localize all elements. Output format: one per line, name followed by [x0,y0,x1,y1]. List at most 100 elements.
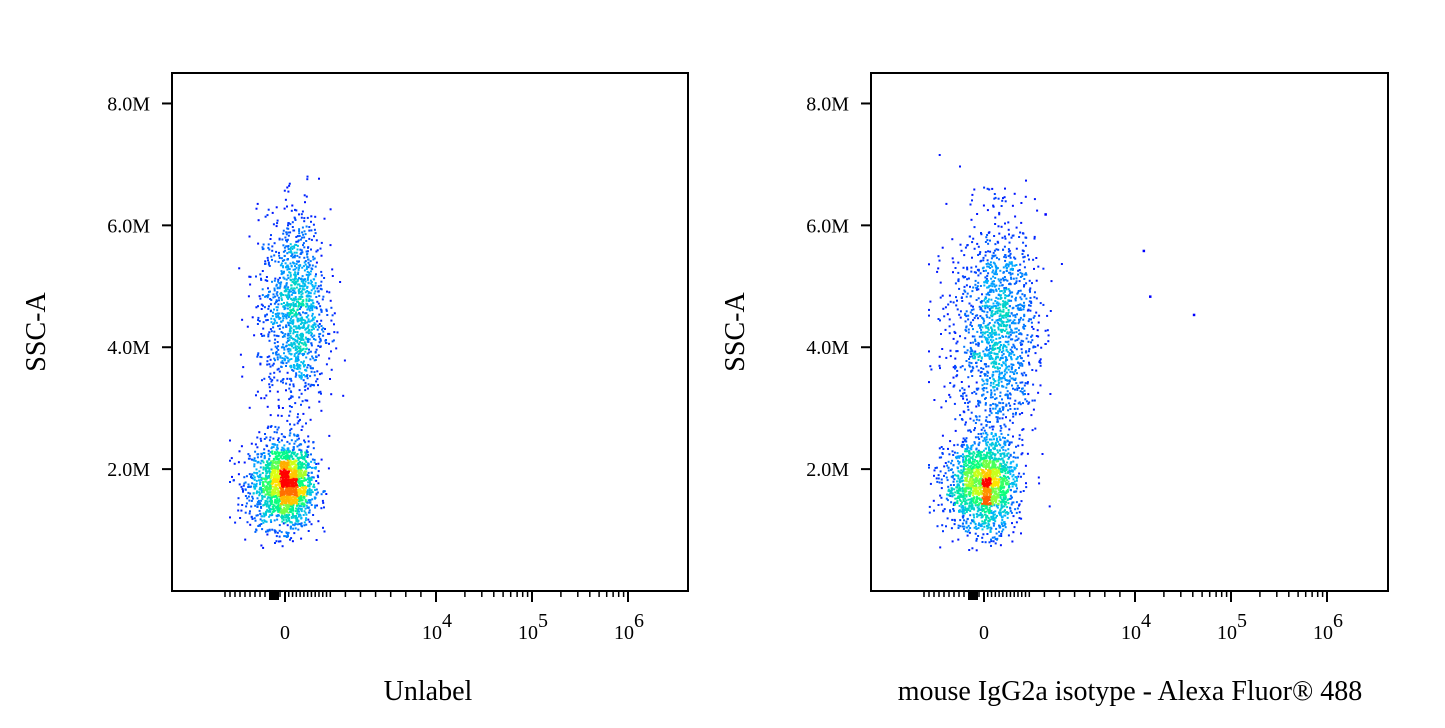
event-dot [268,249,270,251]
event-dot [312,491,314,493]
event-dot [988,447,990,449]
event-dot [960,511,962,513]
event-dot [303,379,305,381]
event-dot [277,341,279,343]
event-dot [984,514,986,516]
event-dot [967,535,969,537]
event-dot [1007,448,1009,450]
event-dot [992,447,994,449]
event-dot [315,285,317,287]
event-dot [967,476,969,478]
event-dot [297,422,299,424]
event-dot [313,235,315,237]
event-dot [1015,467,1017,469]
event-dot [296,439,298,441]
event-dot [960,495,962,497]
event-dot [241,504,243,506]
event-dot [940,470,942,472]
event-dot [988,527,990,529]
event-dot [314,462,316,464]
event-dot [970,500,972,502]
event-dot [940,497,942,499]
event-dot [300,538,302,540]
event-dot [966,450,968,452]
event-dot [287,348,289,350]
event-dot [307,282,309,284]
event-dot [965,522,967,524]
event-dot [278,399,280,401]
event-dot [285,452,287,454]
event-dot [320,271,322,273]
event-dot [272,312,274,314]
event-dot [982,533,984,535]
event-dot [242,366,244,368]
event-dot [982,541,984,543]
event-dot [301,317,303,319]
event-dot [975,456,977,458]
event-dot [288,388,290,390]
event-dot [281,518,283,520]
event-dot [304,230,306,232]
event-dot [256,491,258,493]
event-dot [262,488,264,490]
event-dot [274,469,276,471]
event-dot [995,458,997,460]
event-dot [285,465,287,467]
event-dot [985,448,987,450]
event-dot [277,471,279,473]
event-dot [263,466,265,468]
event-dot [986,496,988,498]
event-dot [988,490,990,492]
event-dot [302,311,304,313]
event-dot [272,364,274,366]
event-dot [287,448,289,450]
event-dot [294,252,296,254]
event-dot [312,441,314,443]
event-dot [304,455,306,457]
event-dot [305,345,307,347]
event-dot [954,491,956,493]
event-dot [292,230,294,232]
event-dot [306,505,308,507]
event-dot [947,479,949,481]
event-dot [277,358,279,360]
event-dot [283,453,285,455]
event-dot [256,446,258,448]
event-dot [312,326,314,328]
event-dot [279,239,281,241]
event-dot [310,351,312,353]
event-dot [969,514,971,516]
event-dot [311,319,313,321]
event-dot [274,342,276,344]
event-dot [957,491,959,493]
event-dot [984,500,986,502]
event-dot [972,475,974,477]
event-dot [309,308,311,310]
event-dot [311,239,313,241]
event-dot [994,448,996,450]
event-dot [287,322,289,324]
event-dot [286,506,288,508]
event-dot [229,440,231,442]
event-dot [959,481,961,483]
event-dot [298,260,300,262]
event-dot [288,462,290,464]
event-dot [297,337,299,339]
event-dot [277,429,279,431]
event-dot [1005,526,1007,528]
event-dot [977,436,979,438]
event-dot [1006,482,1008,484]
event-dot [270,256,272,258]
event-dot [293,517,295,519]
event-dot [279,536,281,538]
x-tick-label: 10 [614,622,634,644]
event-dot [295,345,297,347]
event-dot [333,339,335,341]
event-dot [264,314,266,316]
event-dot [307,485,309,487]
event-dot [1009,473,1011,475]
event-dot [254,488,256,490]
event-dot [290,288,292,290]
y-tick-label: 2.0M [107,459,150,481]
event-dot [299,443,301,445]
